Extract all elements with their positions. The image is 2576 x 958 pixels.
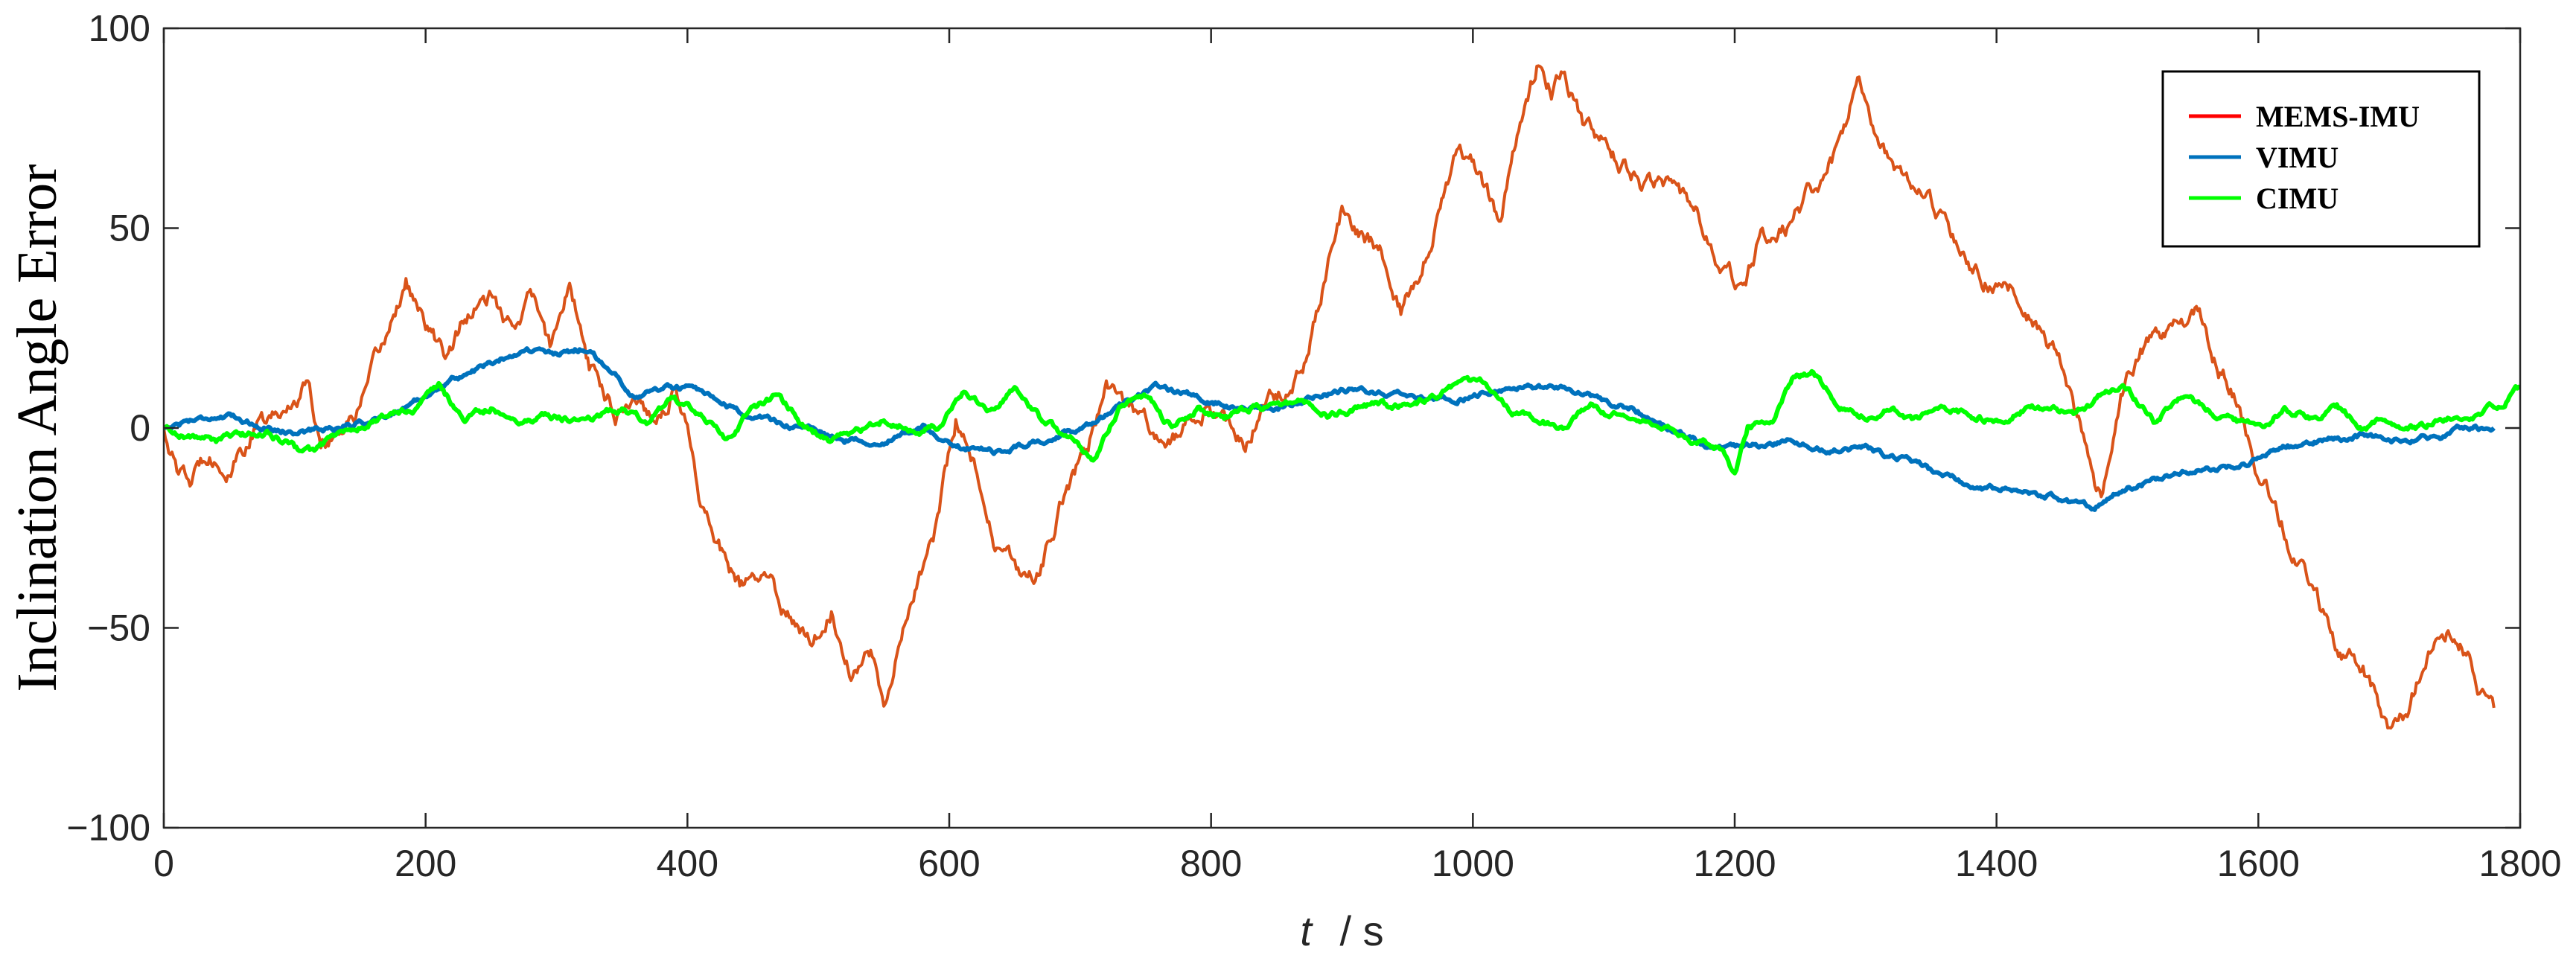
x-tick-label: 400 — [657, 843, 718, 884]
series-line-mems-imu — [164, 64, 2496, 730]
x-axis: 0 200 400 600 800 1000 1200 1400 1600 1800 — [153, 28, 2562, 884]
y-tick-label: 100 — [89, 7, 150, 49]
x-tick-label: 800 — [1180, 843, 1242, 884]
y-axis-title: Inclination Angle Error — [6, 164, 68, 692]
x-tick-label: 1200 — [1693, 843, 1776, 884]
legend-label-cimu: CIMU — [2256, 182, 2339, 215]
y-tick-label: 50 — [109, 208, 150, 249]
legend-label-vimu: VIMU — [2256, 141, 2339, 174]
series-layer — [164, 64, 2520, 730]
x-axis-variable: t — [1300, 907, 1313, 954]
x-axis-title: t / s — [1300, 907, 1383, 954]
x-tick-label: 1800 — [2478, 843, 2561, 884]
legend-label-mems-imu: MEMS-IMU — [2256, 100, 2420, 133]
plot-area — [164, 28, 2520, 828]
x-tick-label: 1000 — [1432, 843, 1514, 884]
series-line-cimu — [164, 368, 2520, 476]
x-tick-label: 0 — [153, 843, 174, 884]
x-tick-label: 200 — [395, 843, 456, 884]
series-line-vimu — [164, 346, 2496, 512]
y-axis: −100 −50 0 50 100 — [66, 7, 2520, 849]
x-tick-label: 1600 — [2217, 843, 2300, 884]
legend: MEMS-IMU VIMU CIMU — [2161, 70, 2481, 248]
y-tick-label: 0 — [130, 407, 150, 449]
x-tick-label: 1400 — [1955, 843, 2038, 884]
x-tick-label: 600 — [918, 843, 980, 884]
x-axis-unit: / s — [1340, 907, 1384, 954]
y-tick-label: −50 — [87, 607, 150, 649]
y-tick-label: −100 — [66, 807, 150, 849]
